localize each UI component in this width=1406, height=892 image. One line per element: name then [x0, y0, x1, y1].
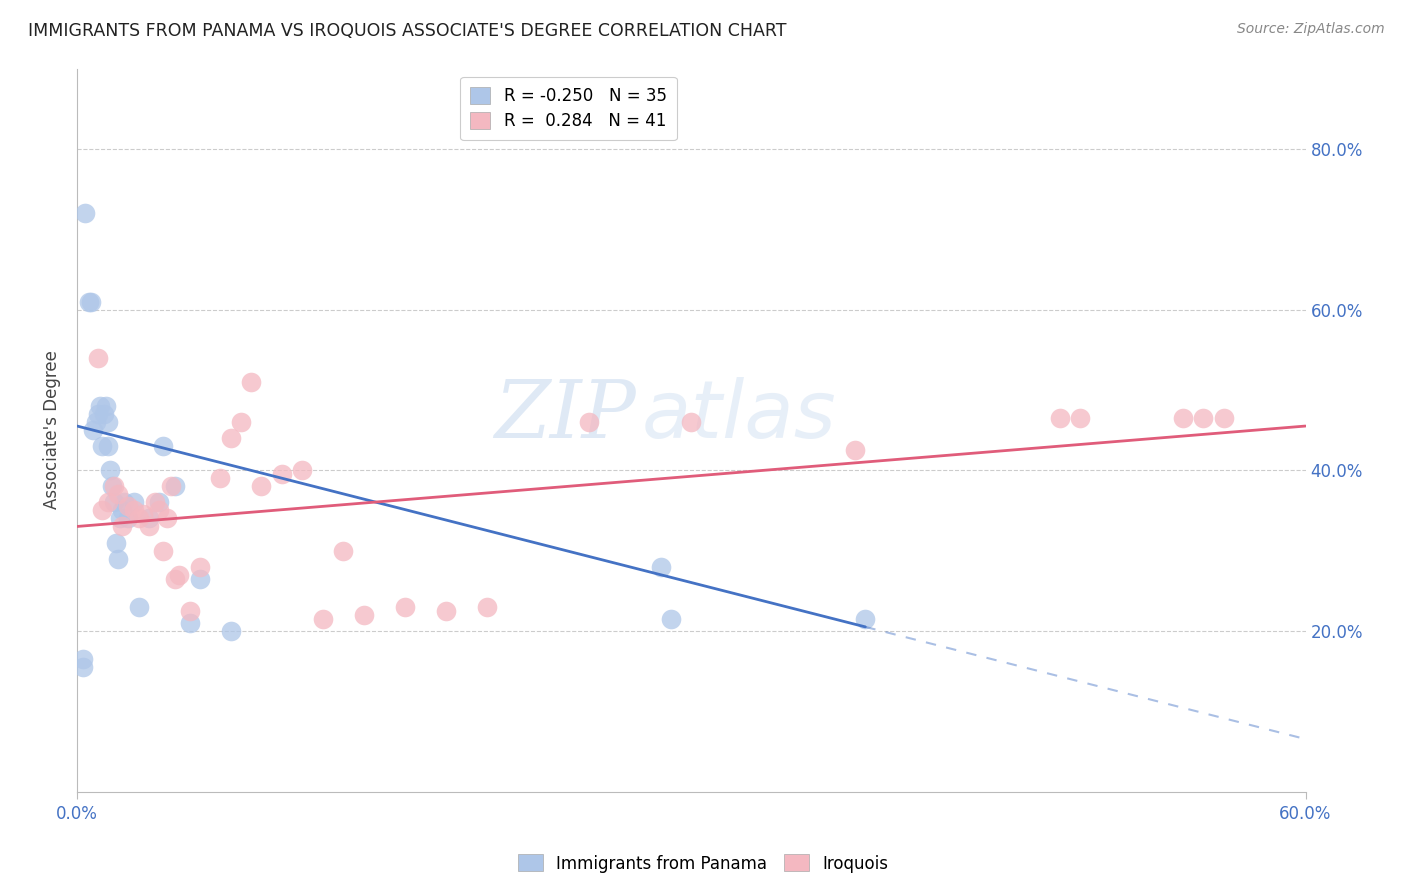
- Point: [270, 467, 292, 482]
- Point: [107, 487, 129, 501]
- Point: [82, 423, 104, 437]
- Point: [209, 471, 232, 485]
- Point: [148, 495, 170, 509]
- Point: [160, 479, 183, 493]
- Point: [1171, 411, 1194, 425]
- Point: [128, 599, 150, 614]
- Point: [98, 463, 121, 477]
- Point: [250, 479, 273, 493]
- Point: [111, 503, 134, 517]
- Point: [165, 479, 187, 493]
- Point: [1212, 411, 1234, 425]
- Point: [332, 543, 354, 558]
- Point: [89, 399, 111, 413]
- Point: [681, 415, 703, 429]
- Point: [97, 439, 120, 453]
- Point: [188, 572, 211, 586]
- Point: [219, 431, 242, 445]
- Point: [188, 559, 211, 574]
- Point: [103, 495, 125, 509]
- Point: [152, 439, 174, 453]
- Point: [229, 415, 252, 429]
- Text: IMMIGRANTS FROM PANAMA VS IROQUOIS ASSOCIATE'S DEGREE CORRELATION CHART: IMMIGRANTS FROM PANAMA VS IROQUOIS ASSOC…: [28, 22, 786, 40]
- Point: [93, 407, 115, 421]
- Point: [152, 543, 174, 558]
- Point: [131, 508, 153, 522]
- Point: [312, 612, 335, 626]
- Point: [97, 495, 120, 509]
- Point: [128, 511, 150, 525]
- Point: [156, 511, 179, 525]
- Point: [578, 415, 600, 429]
- Text: Source: ZipAtlas.com: Source: ZipAtlas.com: [1237, 22, 1385, 37]
- Point: [97, 415, 120, 429]
- Legend: R = -0.250   N = 35, R =  0.284   N = 41: R = -0.250 N = 35, R = 0.284 N = 41: [460, 77, 676, 140]
- Point: [394, 599, 416, 614]
- Text: atlas: atlas: [643, 376, 837, 455]
- Point: [853, 612, 876, 626]
- Point: [124, 495, 146, 509]
- Point: [75, 206, 97, 220]
- Point: [291, 463, 314, 477]
- Point: [1192, 411, 1215, 425]
- Point: [148, 503, 170, 517]
- Point: [117, 500, 139, 514]
- Point: [124, 503, 146, 517]
- Point: [138, 519, 160, 533]
- Point: [101, 479, 124, 493]
- Point: [79, 294, 101, 309]
- Point: [112, 495, 135, 509]
- Point: [1049, 411, 1071, 425]
- Point: [90, 503, 112, 517]
- Point: [86, 407, 108, 421]
- Point: [111, 519, 134, 533]
- Point: [72, 652, 94, 666]
- Point: [475, 599, 498, 614]
- Point: [103, 479, 125, 493]
- Point: [434, 604, 457, 618]
- Point: [84, 415, 107, 429]
- Point: [138, 511, 160, 525]
- Point: [659, 612, 682, 626]
- Point: [179, 615, 201, 630]
- Point: [1069, 411, 1091, 425]
- Point: [143, 495, 166, 509]
- Point: [117, 511, 139, 525]
- Point: [219, 624, 242, 638]
- Legend: Immigrants from Panama, Iroquois: Immigrants from Panama, Iroquois: [512, 847, 894, 880]
- Point: [80, 294, 103, 309]
- Y-axis label: Associate's Degree: Associate's Degree: [44, 351, 60, 509]
- Point: [72, 660, 94, 674]
- Point: [94, 399, 117, 413]
- Point: [179, 604, 201, 618]
- Point: [90, 439, 112, 453]
- Point: [650, 559, 672, 574]
- Text: ZIP: ZIP: [495, 376, 636, 454]
- Point: [240, 375, 263, 389]
- Point: [353, 607, 375, 622]
- Point: [104, 535, 127, 549]
- Point: [86, 351, 108, 365]
- Point: [844, 443, 866, 458]
- Point: [107, 551, 129, 566]
- Point: [169, 567, 191, 582]
- Point: [108, 511, 131, 525]
- Point: [165, 572, 187, 586]
